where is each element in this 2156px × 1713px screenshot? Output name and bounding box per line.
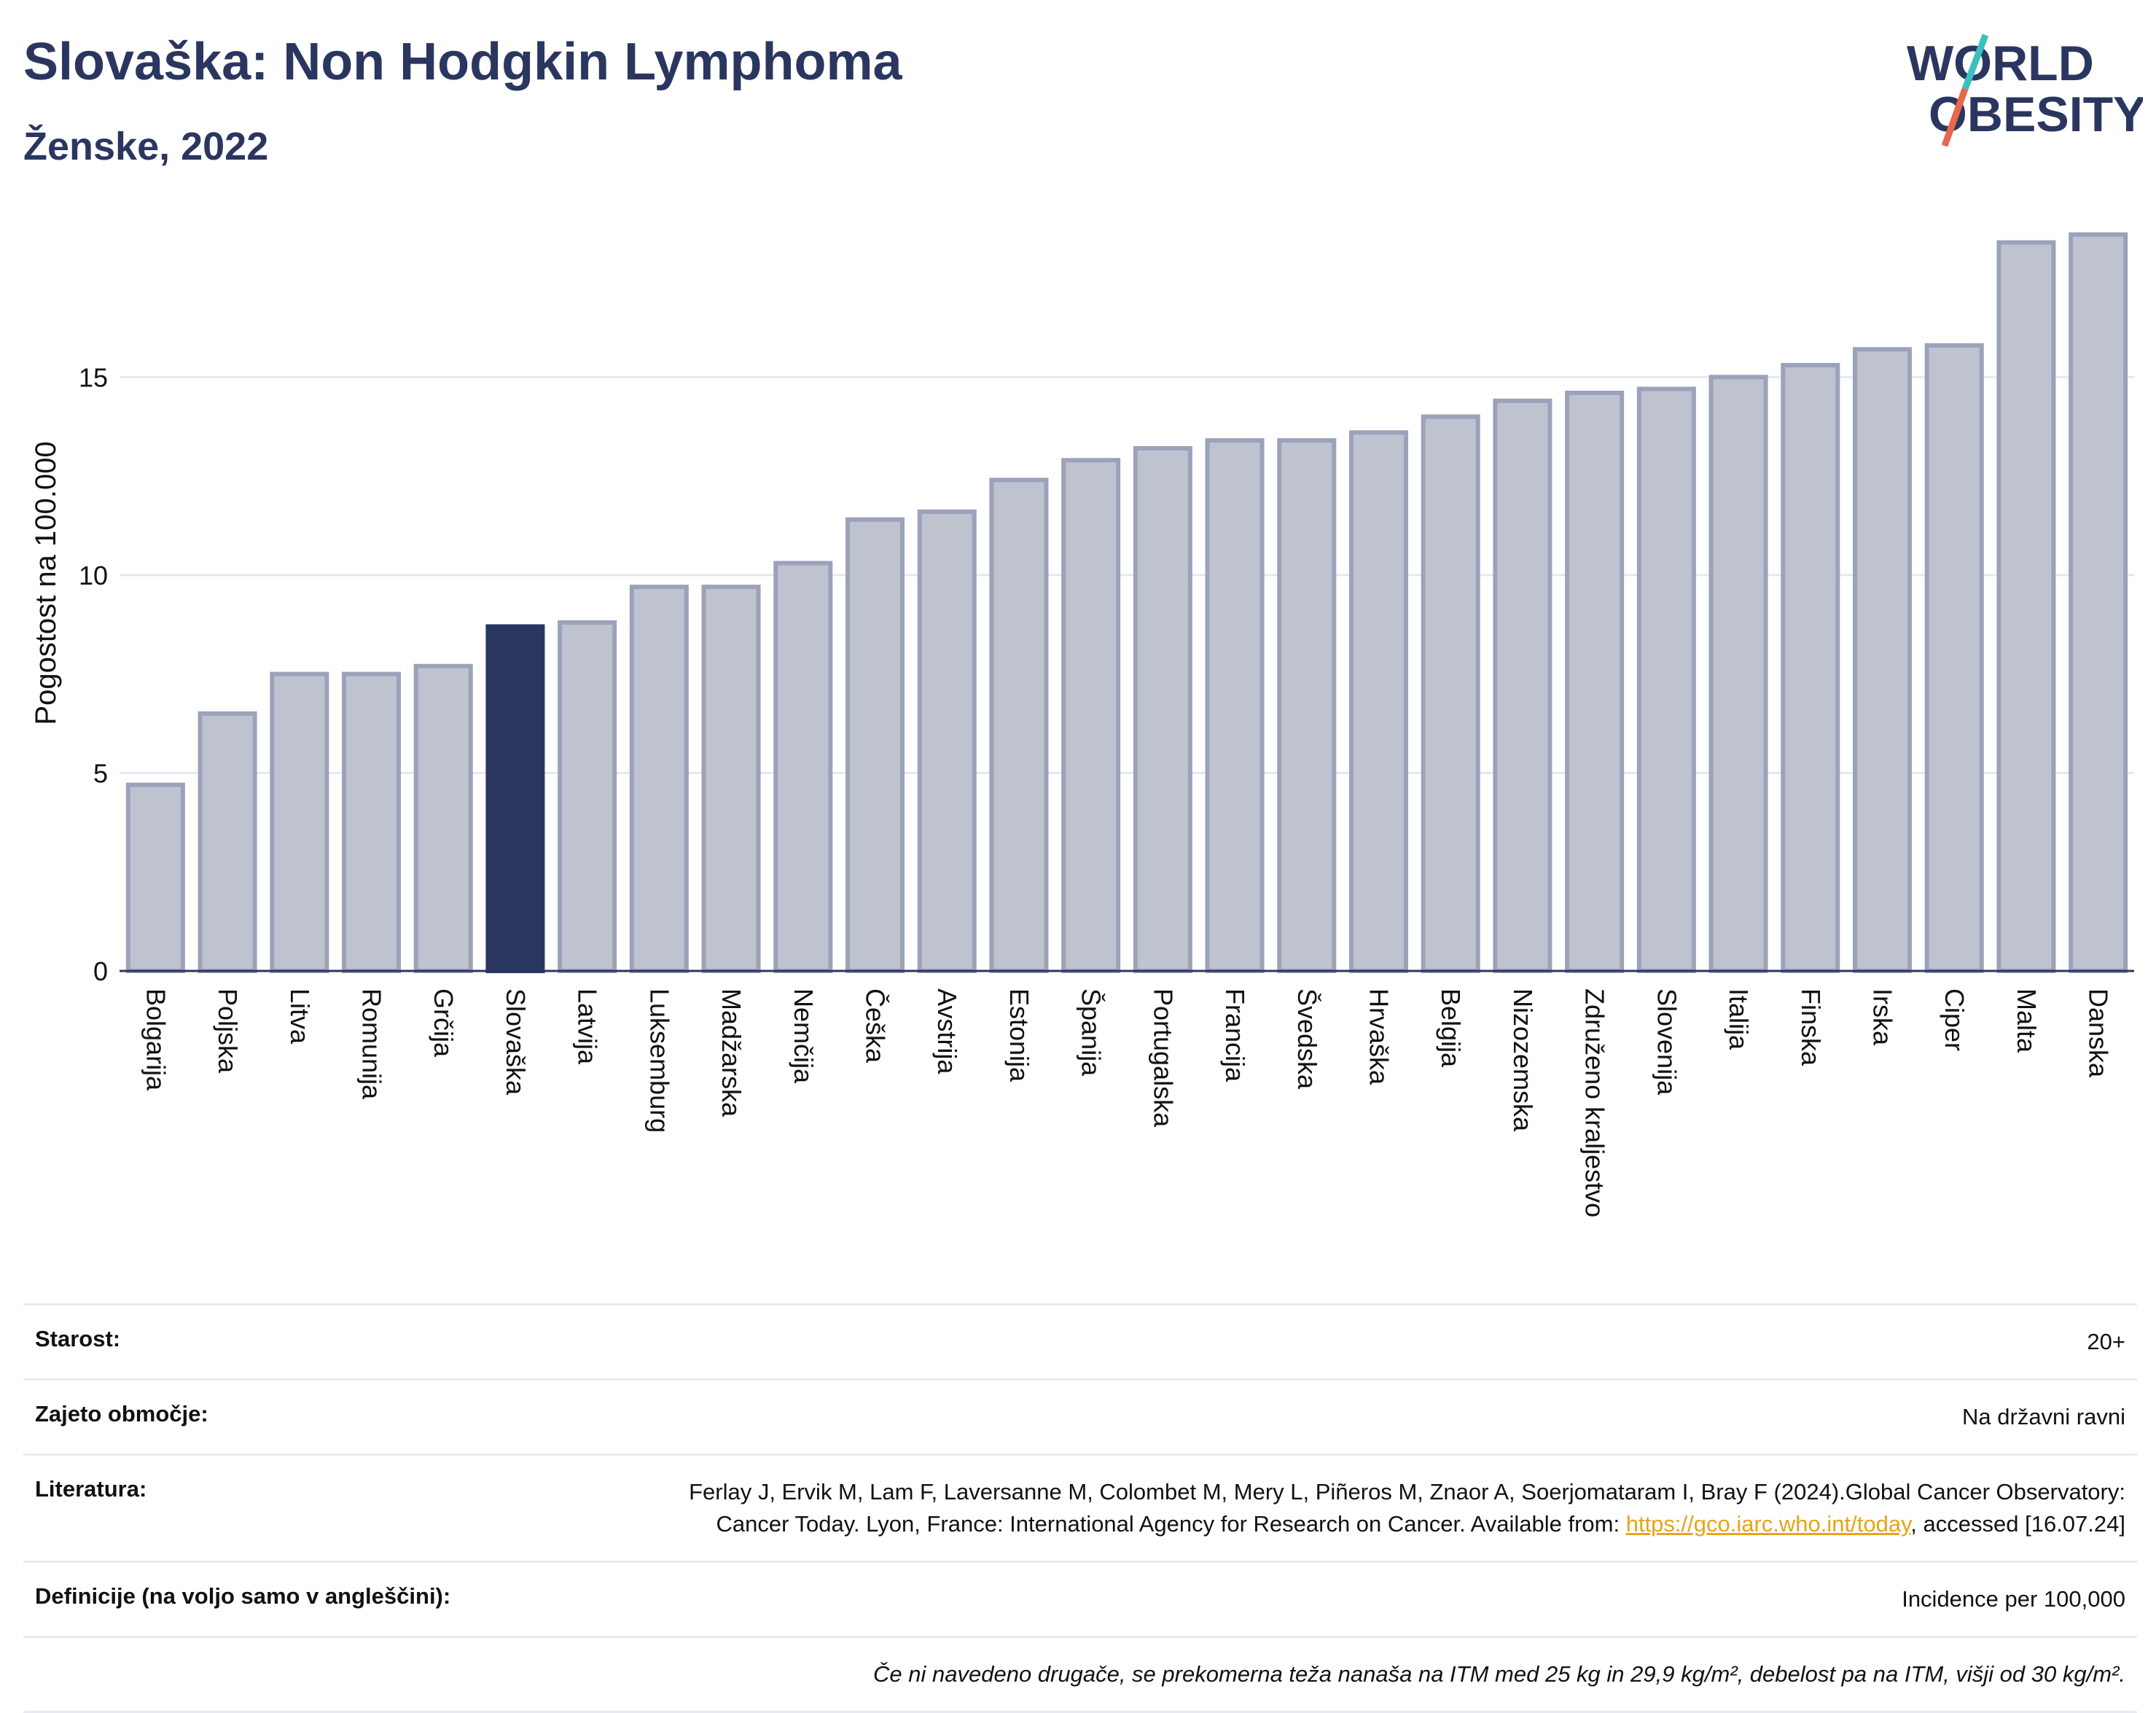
meta-row-definitions: Definicije (na voljo samo v angleščini):…	[23, 1561, 2137, 1636]
bar-nemčija	[773, 561, 833, 973]
x-tick-label: Luksemburg	[644, 988, 674, 1133]
meta-row-note: Če ni navedeno drugače, se prekomerna te…	[23, 1636, 2137, 1713]
x-tick-label: Danska	[2084, 988, 2114, 1078]
bars	[125, 232, 2128, 974]
y-tick-label: 0	[93, 956, 108, 986]
bar-malta	[1996, 240, 2056, 973]
literature-label: Literatura:	[35, 1476, 147, 1502]
bar-portugalska	[1133, 446, 1192, 973]
bar-romunija	[341, 671, 402, 973]
definitions-value: Incidence per 100,000	[1902, 1586, 2125, 1612]
bar-finska	[1781, 362, 1840, 973]
page-subtitle: Ženske, 2022	[23, 125, 269, 168]
x-tick-label: Avstrija	[932, 988, 962, 1074]
x-tick-label: Litva	[285, 988, 315, 1045]
literature-link[interactable]: https://gco.iarc.who.int/today	[1625, 1511, 1911, 1537]
bar-danska	[2069, 232, 2128, 973]
bar-združeno-kraljestvo	[1565, 390, 1625, 973]
x-tick-label: Malta	[2012, 988, 2042, 1053]
bar-ciper	[1924, 343, 1984, 973]
x-tick-label: Francija	[1220, 988, 1250, 1082]
x-tick-label: Ciper	[1940, 988, 1969, 1051]
x-tick-label: Finska	[1796, 988, 1826, 1066]
age-label: Starost:	[35, 1326, 121, 1351]
x-tick-label: Španija	[1077, 988, 1106, 1077]
y-tick-label: 10	[79, 561, 108, 590]
coverage-value: Na državni ravni	[1962, 1404, 2125, 1429]
x-tick-label: Poljska	[213, 988, 243, 1074]
bar-hrvaška	[1348, 430, 1409, 973]
bar-francija	[1205, 438, 1265, 973]
meta-row-age: Starost: 20+	[23, 1303, 2137, 1378]
bar-švedska	[1277, 438, 1337, 973]
y-axis-label: Pogostost na 100.000	[30, 441, 62, 725]
bar-latvija	[558, 620, 617, 973]
x-tick-label: Grčija	[429, 988, 458, 1058]
meta-table: Starost: 20+ Zajeto območje: Na državni …	[23, 1303, 2137, 1713]
bar-luksemburg	[629, 585, 689, 973]
meta-row-literature: Literatura: Ferlay J, Ervik M, Lam F, La…	[23, 1453, 2137, 1561]
x-tick-label: Nizozemska	[1508, 988, 1538, 1132]
bar-belgija	[1421, 414, 1480, 973]
bar-bolgarija	[125, 782, 185, 974]
bar-avstrija	[917, 509, 977, 973]
x-tick-label: Hrvaška	[1364, 988, 1394, 1085]
bar-litva	[270, 671, 329, 973]
x-tick-label: Češka	[861, 988, 891, 1064]
bar-madžarska	[701, 585, 761, 973]
y-tick-label: 5	[93, 758, 108, 788]
y-tick-labels: 0 5 10 15	[79, 362, 108, 986]
literature-value: Ferlay J, Ervik M, Lam F, Laversanne M, …	[624, 1476, 2125, 1540]
x-tick-label: Švedska	[1292, 988, 1322, 1090]
coverage-label: Zajeto območje:	[35, 1401, 208, 1427]
obesity-note: Če ni navedeno drugače, se prekomerna te…	[873, 1661, 2125, 1687]
x-tick-label: Latvija	[573, 988, 603, 1065]
age-value: 20+	[2087, 1329, 2125, 1354]
bar-chart: 0 5 10 15 Bolgarija Poljska Litva Romunija Grči…	[30, 232, 2134, 1217]
x-tick-label: Bolgarija	[141, 988, 171, 1091]
x-tick-label: Slovaška	[501, 988, 531, 1096]
meta-row-coverage: Zajeto območje: Na državni ravni	[23, 1378, 2137, 1453]
bar-estonija	[989, 477, 1049, 973]
x-tick-label: Romunija	[357, 988, 387, 1100]
x-tick-label: Belgija	[1436, 988, 1466, 1068]
logo-line1: WORLD	[1907, 36, 2094, 91]
bar-irska	[1852, 347, 1913, 973]
x-tick-label: Estonija	[1004, 988, 1034, 1082]
x-tick-label: Irska	[1868, 988, 1898, 1046]
literature-accessed: , accessed [16.07.24]	[1910, 1511, 2125, 1537]
page-title: Slovaška: Non Hodgkin Lymphoma	[23, 33, 902, 91]
logo-slash-top	[1961, 34, 1989, 90]
definitions-label: Definicije (na voljo samo v angleščini):	[35, 1583, 451, 1609]
x-tick-label: Združeno kraljestvo	[1580, 988, 1610, 1217]
bar-slovenija	[1636, 386, 1696, 973]
x-tick-label: Nemčija	[789, 988, 819, 1084]
bar-nizozemska	[1493, 398, 1552, 973]
y-tick-label: 15	[79, 362, 108, 392]
x-tick-label: Portugalska	[1148, 988, 1178, 1128]
literature-text: Ferlay J, Ervik M, Lam F, Laversanne M, …	[689, 1479, 2125, 1537]
x-tick-label: Slovenija	[1652, 988, 1682, 1096]
bar-slovaška	[485, 624, 545, 973]
bar-češka	[845, 517, 905, 973]
bar-italija	[1708, 375, 1768, 973]
x-tick-label: Italija	[1724, 988, 1754, 1050]
logo-slash-bottom	[1941, 87, 1969, 147]
bar-grčija	[413, 663, 473, 973]
bar-španija	[1061, 458, 1121, 973]
x-tick-label: Madžarska	[716, 988, 746, 1117]
x-tick-labels: Bolgarija Poljska Litva Romunija Grčija Slova…	[141, 988, 2113, 1217]
world-obesity-logo: WORLD OBESITY	[1907, 34, 2143, 147]
bar-poljska	[198, 711, 257, 974]
